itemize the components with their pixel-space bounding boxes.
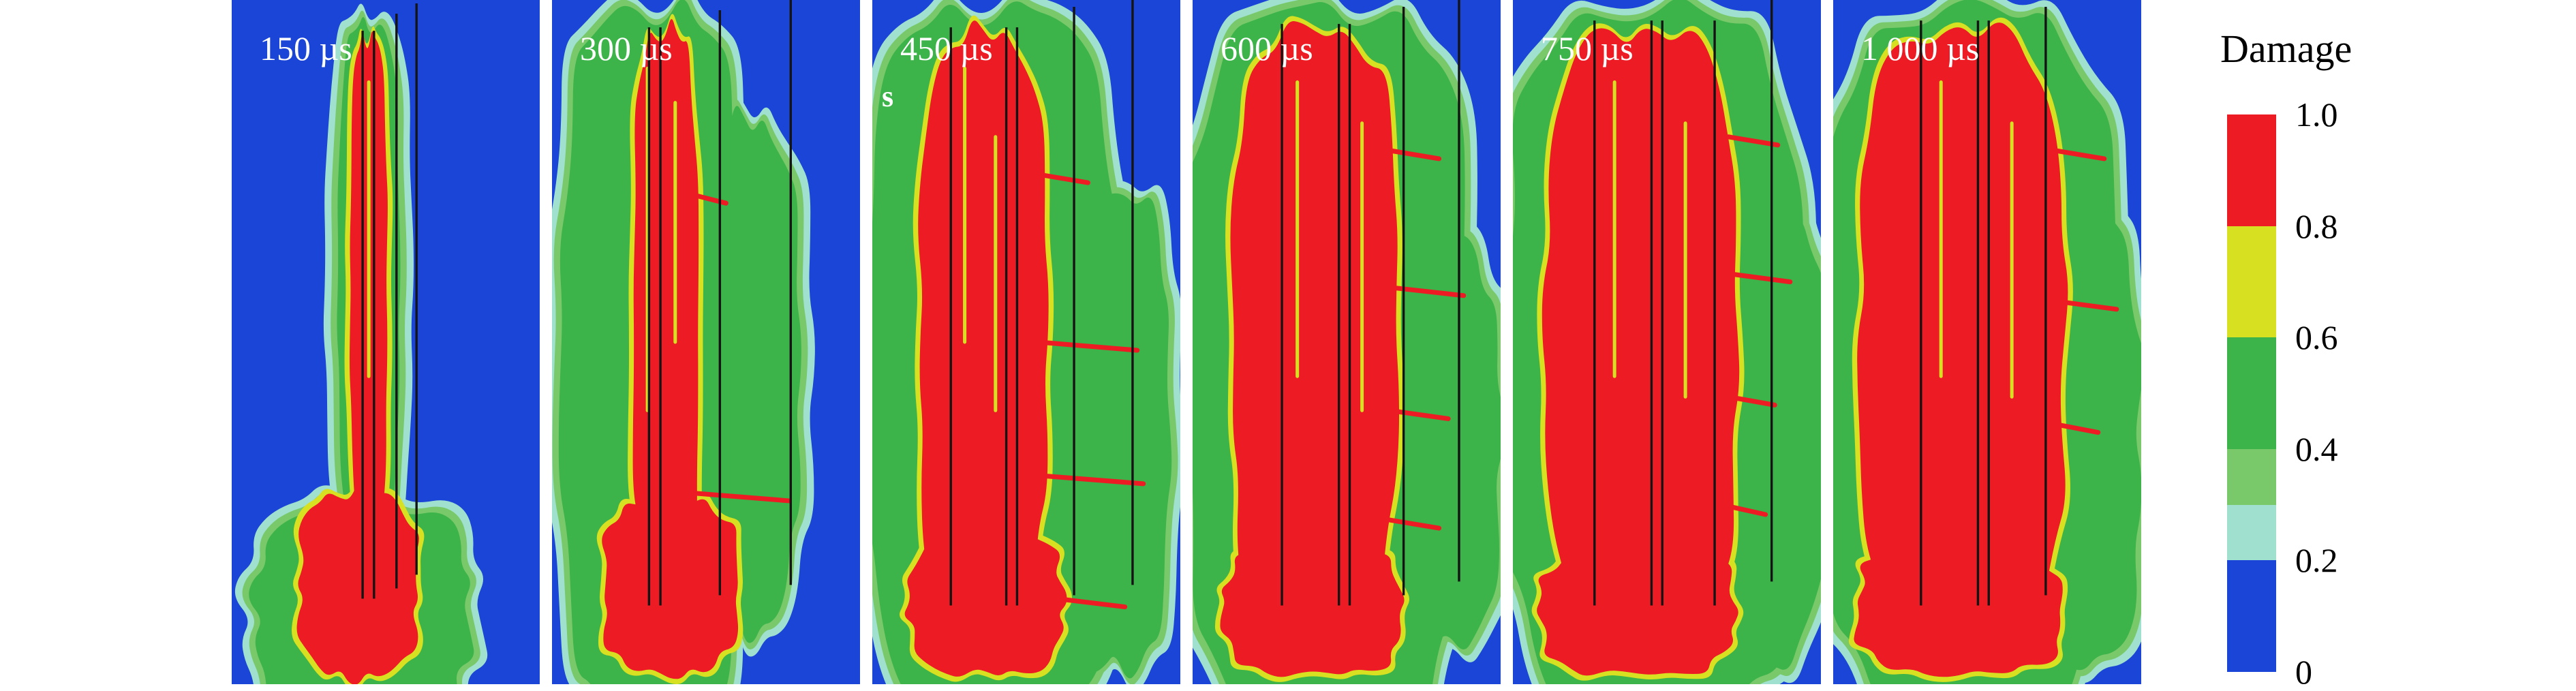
contour-panel-5: 750 µs: [1513, 0, 1821, 684]
colorbar: [2227, 114, 2276, 672]
panel-annotation: s: [882, 80, 893, 113]
colorbar-tick-label: 0.4: [2295, 430, 2338, 468]
contour-panel-2: 300 µs: [552, 0, 860, 684]
colorbar-tick-label: 0.2: [2295, 541, 2338, 579]
contour-panel-1: 150 µs: [232, 0, 540, 684]
colorbar-tick-label: 0.6: [2295, 318, 2338, 356]
contour-panel-4: 600 µs: [1193, 0, 1501, 684]
colorbar-segment-3: [2227, 337, 2276, 449]
time-label: 300 µs: [580, 29, 673, 67]
time-label: 600 µs: [1221, 29, 1313, 67]
colorbar-segment-1: [2227, 114, 2276, 226]
time-label: 150 µs: [260, 29, 352, 67]
colorbar-tick-label: 0: [2295, 653, 2312, 691]
colorbar-segment-5: [2227, 504, 2276, 561]
colorbar-tick-label: 1.0: [2295, 95, 2338, 134]
contour-panel-6: 1 000 µs: [1833, 0, 2141, 684]
colorbar-segment-4: [2227, 448, 2276, 505]
colorbar-segment-6: [2227, 560, 2276, 672]
colorbar-tick-label: 0.8: [2295, 207, 2338, 245]
colorbar-tick-labels: 1.0 0.8 0.6 0.4 0.2 0: [2295, 95, 2445, 691]
contour-panel-3: 450 µs s: [872, 0, 1180, 684]
time-label: 450 µs: [900, 29, 993, 67]
legend-title: Damage: [2220, 27, 2352, 71]
time-label: 1 000 µs: [1861, 29, 1979, 67]
colorbar-segment-2: [2227, 226, 2276, 338]
time-label: 750 µs: [1541, 29, 1634, 67]
